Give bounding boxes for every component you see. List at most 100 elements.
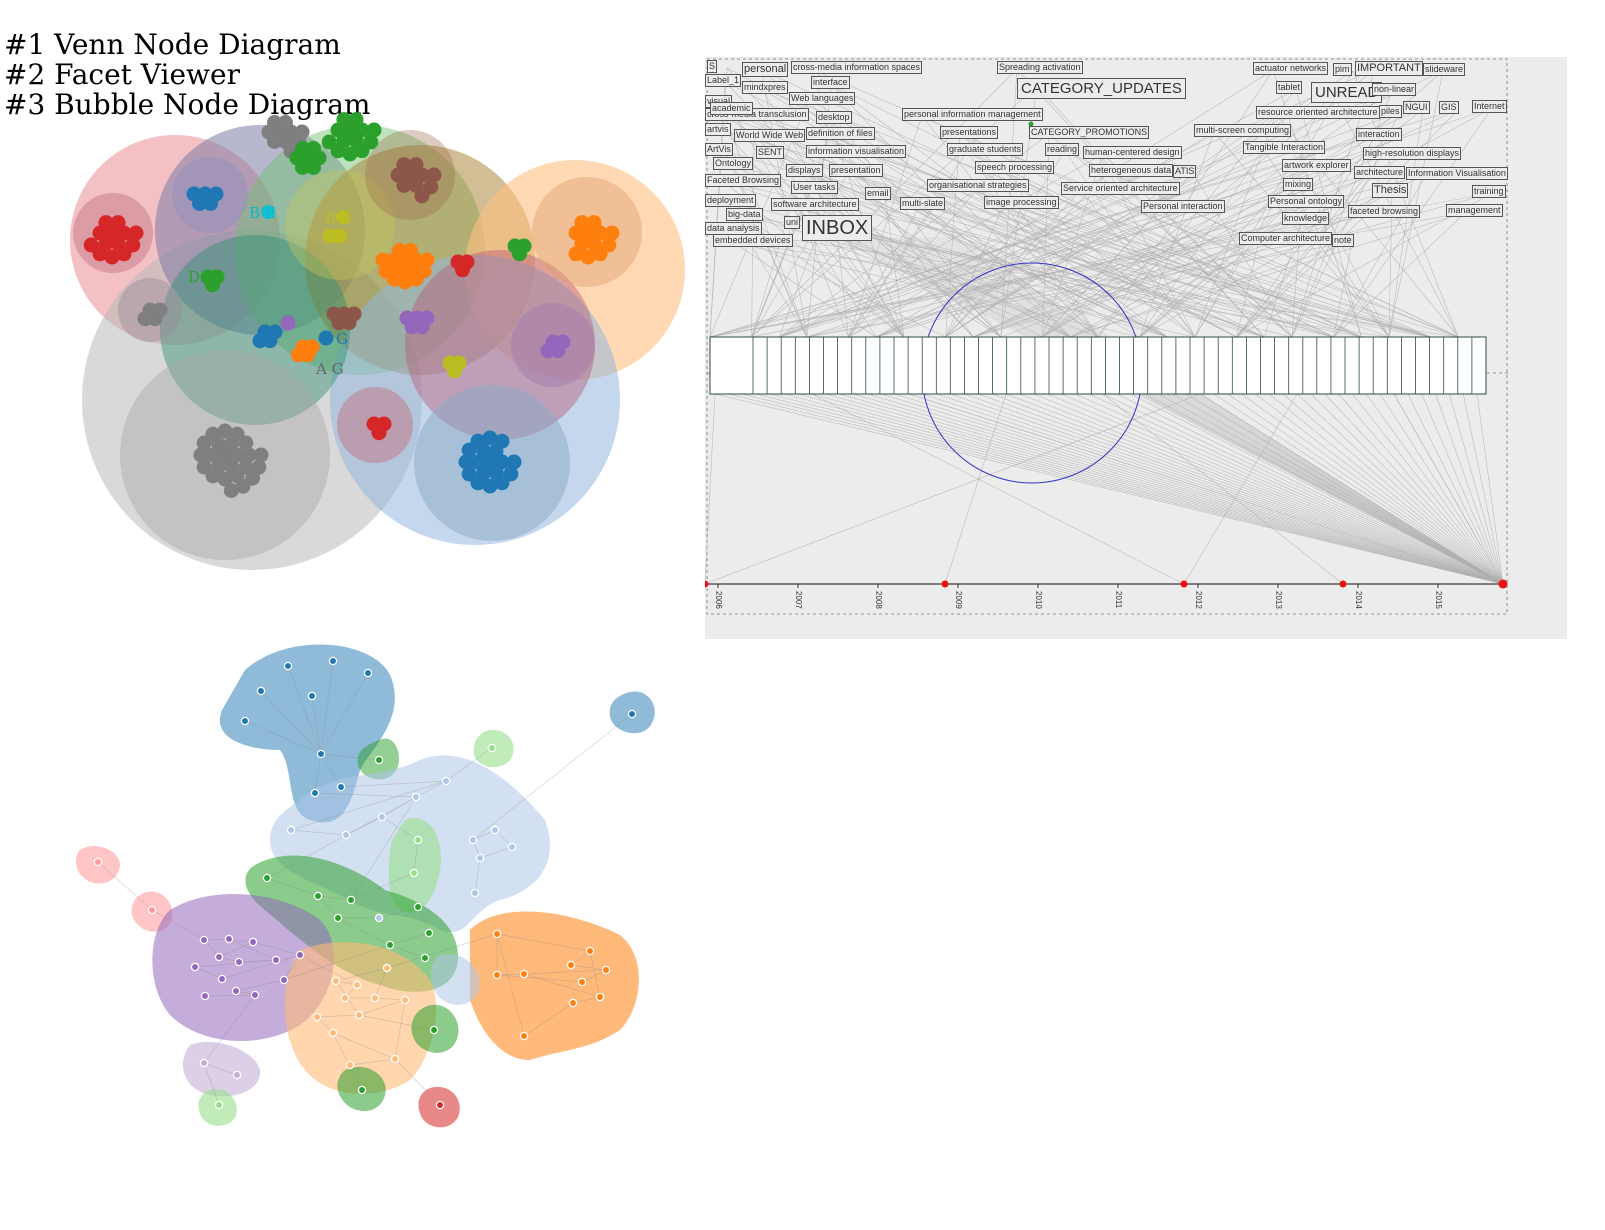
facet-tag[interactable]: email (865, 187, 891, 200)
facet-tag[interactable]: training (1472, 185, 1506, 198)
venn-node[interactable] (470, 433, 486, 449)
bubble-node[interactable] (374, 755, 384, 765)
facet-tag[interactable]: faceted browsing (1348, 205, 1421, 218)
bubble-node[interactable] (490, 825, 500, 835)
venn-node[interactable] (252, 333, 268, 349)
bubble-node[interactable] (283, 661, 293, 671)
venn-node[interactable] (506, 454, 522, 470)
facet-tag[interactable]: Spreading activation (997, 61, 1083, 74)
facet-tag[interactable]: heterogeneous data (1089, 164, 1174, 177)
facet-tag[interactable]: resource oriented architecture (1256, 106, 1380, 119)
bubble-node[interactable] (487, 743, 497, 753)
facet-tag[interactable]: mixing (1283, 178, 1314, 191)
venn-node[interactable] (354, 143, 370, 159)
bubble-node[interactable] (441, 776, 451, 786)
bubble-node[interactable] (250, 990, 260, 1000)
venn-node[interactable] (336, 210, 350, 224)
venn-node[interactable] (482, 430, 498, 446)
facet-tag[interactable]: personal information management (902, 108, 1043, 121)
facet-tag[interactable]: S (707, 60, 718, 73)
bubble-node[interactable] (470, 888, 480, 898)
facet-tag[interactable]: architecture (1354, 166, 1406, 179)
facet-tag[interactable]: Faceted Browsing (705, 174, 782, 187)
facet-tag[interactable]: Personal ontology (1268, 195, 1345, 208)
venn-node[interactable] (238, 435, 254, 451)
venn-node[interactable] (604, 225, 620, 241)
facet-tag[interactable]: big-data (726, 208, 763, 221)
bubble-node[interactable] (468, 835, 478, 845)
facet-tag[interactable]: NGUI (1403, 101, 1430, 114)
venn-node[interactable] (128, 225, 144, 241)
bubble-node[interactable] (279, 975, 289, 985)
venn-node[interactable] (574, 215, 590, 231)
venn-node[interactable] (278, 115, 293, 130)
venn-node[interactable] (348, 112, 364, 128)
venn-node[interactable] (217, 423, 233, 439)
bubble-node[interactable] (310, 788, 320, 798)
venn-node[interactable] (295, 141, 310, 156)
venn-node[interactable] (342, 146, 358, 162)
facet-tag[interactable]: reading (1045, 143, 1080, 156)
bubble-node[interactable] (240, 716, 250, 726)
facet-time-marker[interactable] (1498, 579, 1508, 589)
venn-node[interactable] (461, 466, 477, 482)
bubble-node[interactable] (400, 995, 410, 1005)
bubble-node[interactable] (507, 842, 517, 852)
venn-node[interactable] (193, 447, 209, 463)
facet-tag[interactable]: Internet (1472, 100, 1507, 113)
venn-node[interactable] (592, 246, 608, 262)
venn-node[interactable] (494, 475, 510, 491)
facet-tag[interactable]: User tasks (791, 181, 838, 194)
bubble-node[interactable] (340, 993, 350, 1003)
facet-tag[interactable]: artwork explorer (1282, 159, 1351, 172)
bubble-node[interactable] (363, 668, 373, 678)
venn-node[interactable] (306, 141, 321, 156)
bubble-node[interactable] (382, 963, 392, 973)
bubble-node[interactable] (475, 853, 485, 863)
bubble-node[interactable] (93, 857, 103, 867)
venn-node[interactable] (253, 447, 269, 463)
facet-tag[interactable]: uni (784, 216, 801, 229)
facet-tag[interactable]: human-centered design (1083, 146, 1182, 159)
bubble-node[interactable] (214, 952, 224, 962)
facet-tag[interactable]: image processing (984, 196, 1059, 209)
facet-tag[interactable]: deployment (705, 194, 756, 207)
venn-node[interactable] (205, 426, 221, 442)
venn-node[interactable] (580, 249, 596, 265)
bubble-node[interactable] (566, 960, 576, 970)
venn-node[interactable] (455, 262, 470, 278)
bubble-node[interactable] (256, 686, 266, 696)
venn-node[interactable] (267, 115, 282, 130)
facet-tag[interactable]: ATIS (1173, 165, 1197, 178)
facet-tag[interactable]: interaction (1356, 128, 1402, 141)
venn-node[interactable] (408, 157, 424, 173)
venn-node[interactable] (110, 215, 126, 231)
bubble-node[interactable] (313, 891, 323, 901)
venn-node[interactable] (318, 330, 334, 346)
bubble-node[interactable] (217, 974, 227, 984)
venn-node[interactable] (326, 306, 342, 322)
bubble-node[interactable] (307, 691, 317, 701)
venn-node[interactable] (392, 243, 407, 258)
bubble-node[interactable] (234, 957, 244, 967)
facet-tag[interactable]: UNREAD (1311, 82, 1383, 103)
bubble-node[interactable] (336, 782, 346, 792)
venn-node[interactable] (586, 215, 602, 231)
facet-tag[interactable]: Information Visualisation (1406, 167, 1508, 180)
bubble-node[interactable] (354, 1010, 364, 1020)
bubble-node[interactable] (328, 1028, 338, 1038)
bubble-node[interactable] (424, 928, 434, 938)
facet-tag[interactable]: academic (710, 102, 753, 115)
facet-tag[interactable]: displays (786, 164, 823, 177)
bubble-node[interactable] (492, 970, 502, 980)
bubble-node[interactable] (333, 913, 343, 923)
facet-tag[interactable]: personal (742, 62, 789, 77)
venn-node[interactable] (396, 157, 412, 173)
facet-tag[interactable]: World Wide Web (734, 129, 806, 142)
facet-tag[interactable]: GIS (1439, 101, 1459, 114)
bubble-node[interactable] (199, 1058, 209, 1068)
venn-node[interactable] (261, 205, 275, 219)
facet-tag[interactable]: embedded devices (713, 234, 793, 247)
venn-node[interactable] (512, 246, 527, 262)
bubble-node[interactable] (429, 1025, 439, 1035)
